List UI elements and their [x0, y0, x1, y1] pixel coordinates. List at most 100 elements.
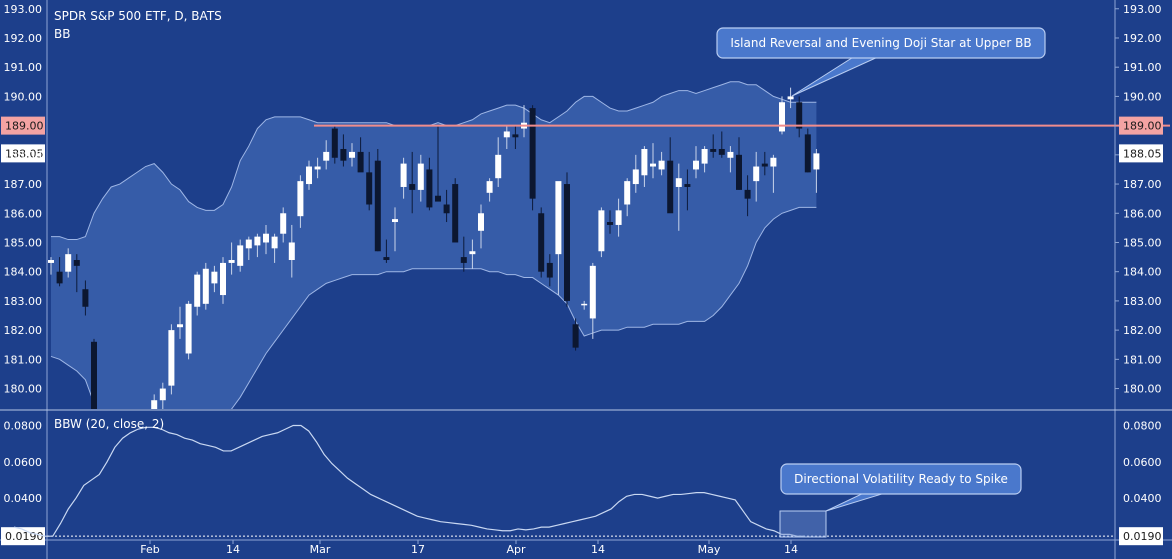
bbw-left-tick: 0.0400 — [4, 492, 43, 505]
left-tick-label: 190.00 — [4, 90, 43, 103]
candle-body — [263, 233, 269, 243]
candle-body — [211, 271, 218, 284]
right-tick-label: 184.00 — [1123, 266, 1162, 279]
left-tick-label: 193.00 — [4, 3, 43, 16]
right-tick-label: 185.00 — [1123, 236, 1162, 249]
bbw-line — [13, 424, 805, 537]
candle-body — [340, 148, 347, 161]
candle-body — [546, 262, 553, 278]
bbw-right-tick: 0.0600 — [1123, 456, 1162, 469]
candle-body — [56, 271, 63, 284]
candle-body — [194, 274, 201, 307]
callout-box-top — [716, 27, 1046, 59]
candle-body — [718, 148, 725, 155]
candle-body — [744, 189, 751, 199]
left-189-label: 189.00 — [5, 120, 44, 133]
annotations: Island Reversal and Evening Doji Star at… — [716, 27, 1046, 538]
indicator-label-bb: BB — [54, 27, 70, 41]
right-tick-label: 186.00 — [1123, 207, 1162, 220]
bbw-left-last-label: 0.0190 — [5, 530, 44, 543]
bbw-right-last-label-box — [1119, 527, 1163, 546]
left-tick-label: 192.00 — [4, 32, 43, 45]
bbw-right-last-label: 0.0190 — [1123, 530, 1162, 543]
candle-body — [572, 324, 579, 348]
candle-body — [314, 166, 321, 170]
candle-body — [392, 219, 398, 223]
candle-body — [323, 151, 330, 161]
left-last-price-label-box — [1, 144, 45, 163]
candle-body — [220, 262, 226, 296]
candle-body — [435, 195, 441, 202]
candle-body — [452, 184, 459, 243]
right-tick-label: 192.00 — [1123, 32, 1162, 45]
left-last-price-label: 188.05 — [5, 147, 44, 160]
candle-body — [693, 160, 699, 170]
x-tick-label: May — [698, 543, 721, 556]
candle-body — [159, 388, 166, 401]
candle-body — [417, 163, 424, 190]
left-tick-label: 188.00 — [4, 149, 43, 162]
bollinger-band-area — [50, 81, 817, 409]
candle-body — [495, 154, 502, 179]
candle-body — [288, 242, 295, 261]
candle-body — [710, 148, 717, 152]
candle-body — [598, 210, 605, 252]
left-tick-label: 184.00 — [4, 266, 43, 279]
candle-body — [753, 166, 760, 182]
bbw-left-last-label-box — [1, 527, 45, 546]
callout-text-top: Island Reversal and Evening Doji Star at… — [730, 36, 1031, 50]
bbw-panel: 0.0400 0.0400 0.0600 0.0600 0.0800 0.0800 0.01… — [1, 420, 1163, 546]
candle-body — [538, 213, 545, 272]
candlestick-series — [48, 87, 820, 409]
candle-body — [641, 148, 648, 176]
candle-body — [237, 245, 244, 266]
candle-body — [796, 102, 803, 129]
candle-body — [443, 204, 450, 214]
candle-body — [512, 134, 519, 138]
candle-body — [650, 163, 656, 167]
chart-title: SPDR S&P 500 ETF, D, BATS — [54, 9, 222, 23]
candle-body — [349, 151, 355, 158]
candle-body — [632, 169, 639, 185]
candle-body — [383, 257, 390, 261]
candle-body — [770, 157, 777, 167]
x-tick-label: 14 — [784, 543, 798, 556]
right-last-price-label-box — [1119, 144, 1163, 163]
left-tick-label: 181.00 — [4, 353, 43, 366]
candle-body — [185, 303, 192, 354]
bbw-left-tick: 0.0600 — [4, 456, 43, 469]
candle-body — [65, 254, 72, 272]
left-tick-label: 186.00 — [4, 207, 43, 220]
candle-body — [228, 260, 235, 263]
right-tick-label: 180.00 — [1123, 383, 1162, 396]
candle-body — [374, 160, 381, 252]
bbw-left-tick: 0.0800 — [4, 420, 43, 433]
candle-body — [91, 341, 97, 409]
candle-body — [727, 151, 734, 158]
x-tick-label: 17 — [411, 543, 425, 556]
x-tick-label: 14 — [591, 543, 605, 556]
candle-body — [366, 172, 373, 205]
right-last-price-label: 188.05 — [1123, 147, 1162, 160]
candle-body — [202, 268, 209, 304]
candle-body — [684, 184, 691, 187]
right-tick-label: 191.00 — [1123, 61, 1162, 74]
candle-body — [478, 213, 484, 231]
callout-box-bottom — [780, 463, 1022, 495]
bb-area-fill — [51, 81, 817, 409]
candle-body — [736, 154, 742, 190]
candle-body — [701, 148, 708, 164]
candle-body — [607, 222, 613, 225]
candle-body — [460, 257, 467, 263]
bbw-right-tick: 0.0800 — [1123, 420, 1162, 433]
candle-body — [426, 169, 433, 208]
candle-body — [761, 163, 768, 167]
candle-body — [168, 330, 175, 386]
right-tick-label: 183.00 — [1123, 295, 1162, 308]
candle-body — [667, 160, 674, 214]
candle-body — [675, 178, 682, 187]
candle-body — [787, 96, 794, 100]
left-tick-label: 191.00 — [4, 61, 43, 74]
x-tick-label: Mar — [310, 543, 331, 556]
